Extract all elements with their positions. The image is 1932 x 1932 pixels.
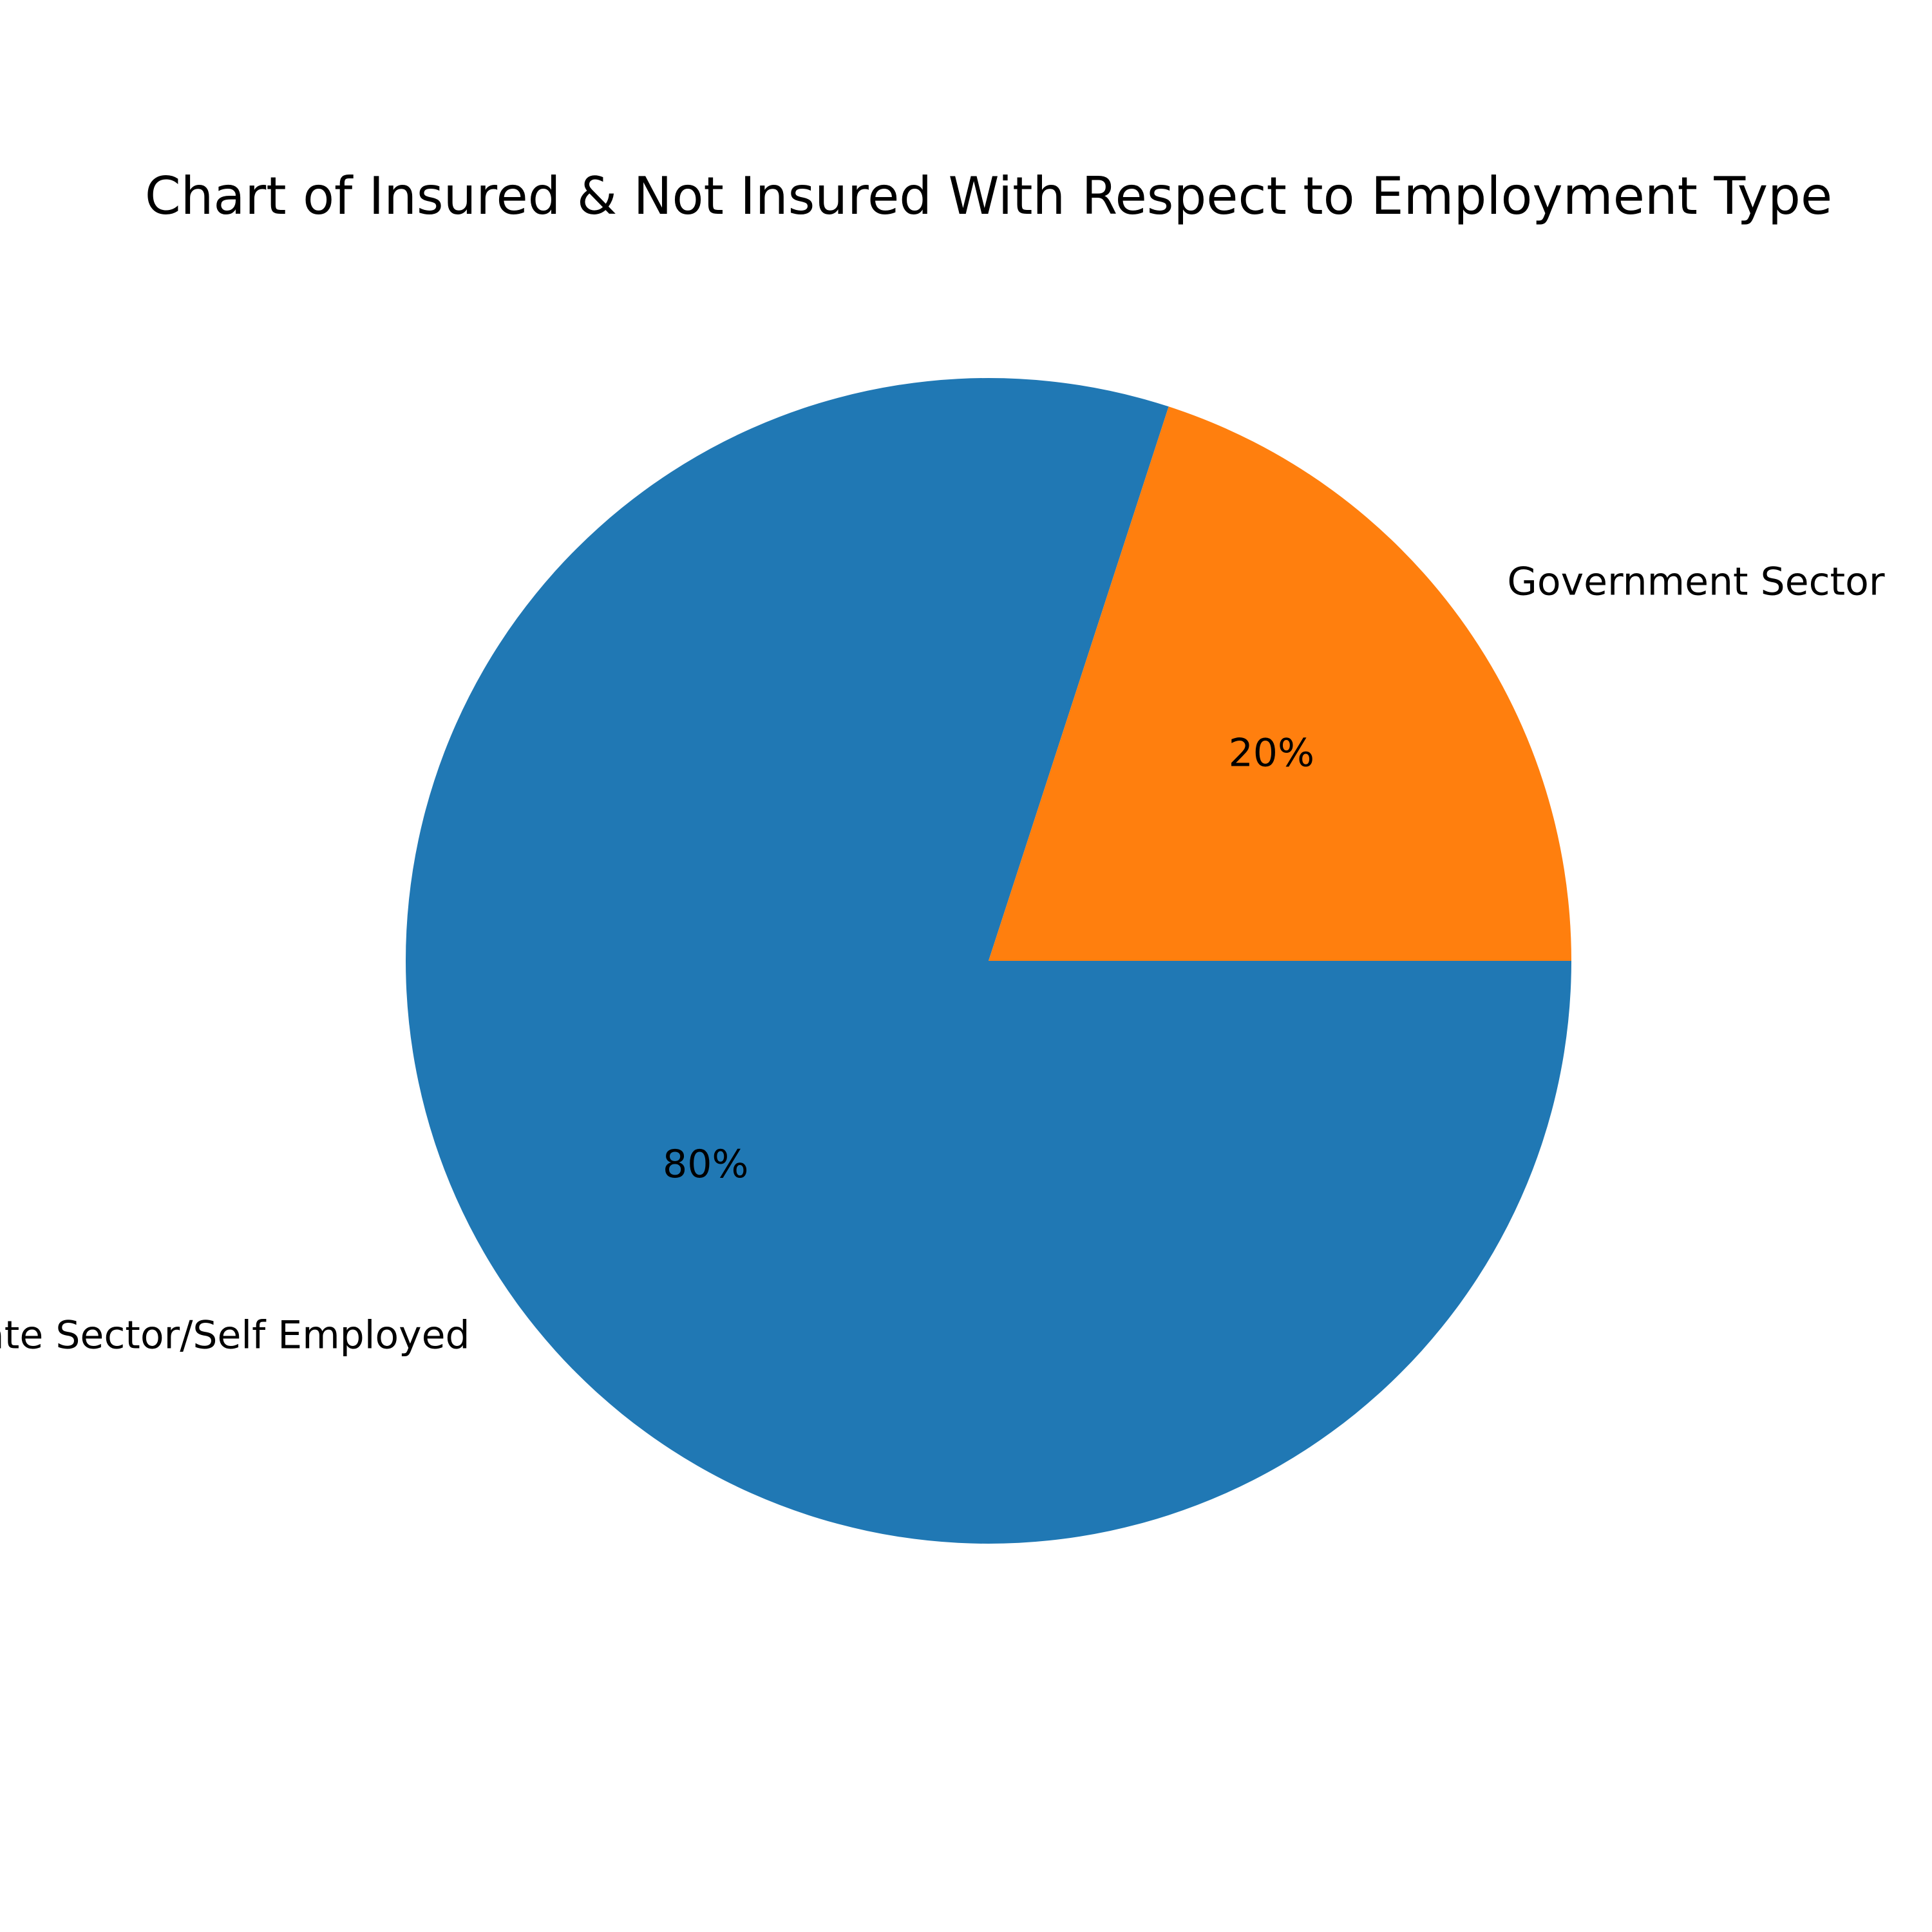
pie-slice-1: [989, 406, 1571, 961]
pie-slice-0: [405, 377, 1571, 1544]
slice-value-label-1: 20%: [1229, 730, 1314, 775]
pie-labels: Private Sector/Self Employed 80% Governmen…: [0, 559, 1885, 1358]
slice-label-0: Private Sector/Self Employed: [0, 1313, 470, 1358]
pie-slices: [405, 377, 1571, 1544]
slice-label-1: Government Sector: [1507, 559, 1884, 604]
slice-value-label-0: 80%: [663, 1142, 748, 1187]
chart-title: Chart of Insured & Not Insured With Resp…: [145, 166, 1832, 226]
